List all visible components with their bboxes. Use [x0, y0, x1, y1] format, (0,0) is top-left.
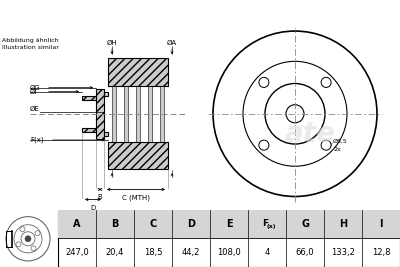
Bar — [96, 89, 104, 139]
Text: 12,8: 12,8 — [372, 248, 390, 257]
Text: G: G — [301, 219, 309, 229]
Text: C: C — [149, 219, 157, 229]
Bar — [82, 96, 96, 100]
Text: Ø8,5: Ø8,5 — [333, 139, 348, 144]
Circle shape — [25, 236, 31, 242]
Text: 66,0: 66,0 — [296, 248, 314, 257]
Text: ØG: ØG — [30, 85, 41, 91]
Text: 24.0120-0131.1: 24.0120-0131.1 — [101, 6, 235, 22]
Bar — [124, 85, 128, 142]
Bar — [108, 142, 168, 169]
Text: 133,2: 133,2 — [331, 248, 355, 257]
Text: Illustration similar: Illustration similar — [2, 45, 59, 50]
Bar — [160, 85, 164, 142]
Text: F(x): F(x) — [30, 137, 44, 143]
Text: B: B — [98, 194, 102, 201]
Text: 108,0: 108,0 — [217, 248, 241, 257]
Text: (x): (x) — [266, 224, 276, 229]
Bar — [108, 58, 168, 85]
Text: H: H — [339, 219, 347, 229]
Text: 20,4: 20,4 — [106, 248, 124, 257]
Text: ØH: ØH — [107, 40, 117, 46]
Bar — [136, 85, 140, 142]
Bar — [82, 128, 96, 132]
Text: 4: 4 — [264, 248, 270, 257]
Bar — [112, 85, 116, 142]
Text: I: I — [379, 219, 383, 229]
Text: 2x: 2x — [333, 147, 341, 152]
Text: B: B — [111, 219, 119, 229]
Text: 44,2: 44,2 — [182, 248, 200, 257]
Bar — [58, 210, 400, 267]
Bar — [104, 132, 108, 136]
Bar — [148, 85, 152, 142]
Text: D: D — [187, 219, 195, 229]
Bar — [58, 210, 400, 238]
Text: 18,5: 18,5 — [144, 248, 162, 257]
Text: E: E — [226, 219, 232, 229]
Text: C (MTH): C (MTH) — [122, 194, 150, 201]
Text: 247,0: 247,0 — [65, 248, 89, 257]
Text: ØI: ØI — [30, 89, 37, 95]
Text: ØE: ØE — [30, 106, 40, 112]
Bar — [104, 92, 108, 96]
Text: Abbildung ähnlich: Abbildung ähnlich — [2, 38, 59, 43]
Text: 420131: 420131 — [288, 6, 352, 22]
Text: ate: ate — [284, 120, 336, 148]
Text: ØA: ØA — [167, 40, 177, 46]
Text: A: A — [73, 219, 81, 229]
Text: F: F — [262, 219, 268, 228]
Text: D: D — [90, 205, 96, 211]
